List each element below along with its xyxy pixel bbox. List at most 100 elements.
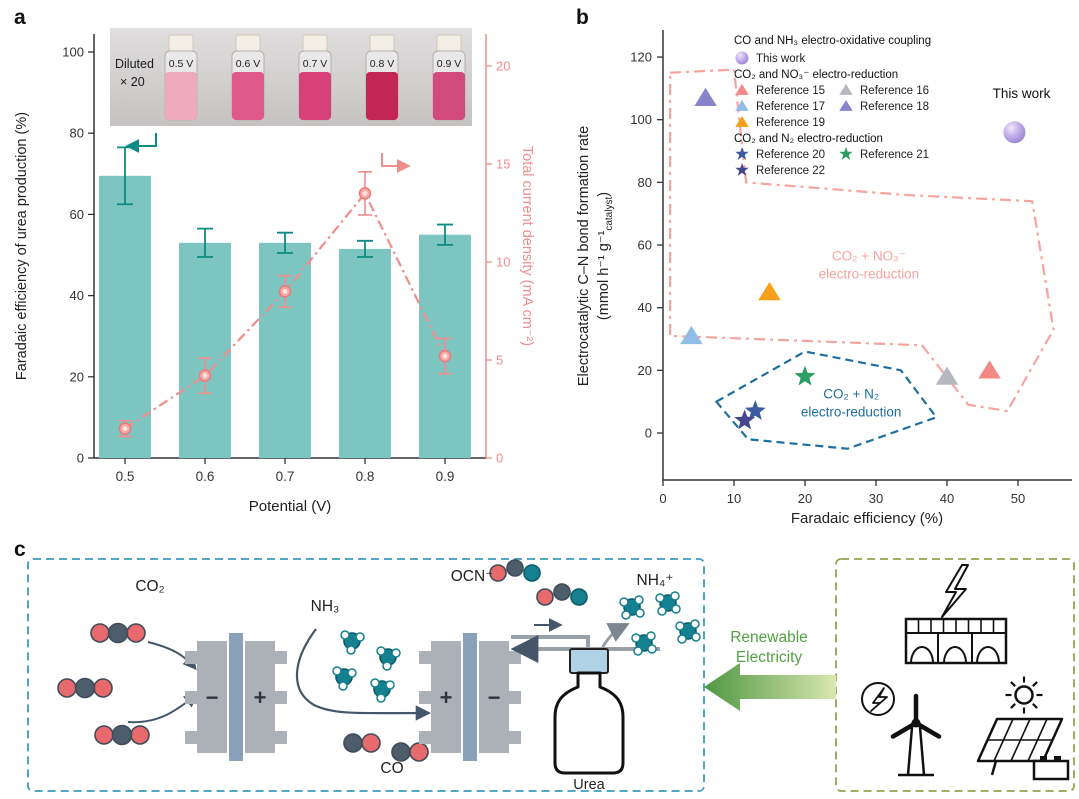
legend-marker-reference-22 xyxy=(735,163,749,176)
y-tick-label: 20 xyxy=(638,363,652,378)
y-tick-label: 80 xyxy=(638,175,652,190)
wind-turbine-icon xyxy=(890,693,942,777)
y-tick-label: 120 xyxy=(630,50,652,65)
renewable-label-line1: Renewable xyxy=(730,629,808,646)
fe-errorbar xyxy=(197,227,213,258)
vial-voltage-label: 0.9 V xyxy=(437,58,462,70)
x-axis-title: Potential (V) xyxy=(249,498,332,515)
fe-errorbar xyxy=(437,223,453,246)
co2-n2-region-label: electro-reduction xyxy=(801,405,902,420)
scatter-point-reference-16 xyxy=(935,366,959,385)
left-tick-label: 80 xyxy=(70,126,84,141)
legend-label: Reference 17 xyxy=(756,101,825,113)
vial-0.5V: 0.5 V xyxy=(164,34,198,121)
co2-no3-region-label: electro-reduction xyxy=(819,267,920,282)
left-tick-label: 0 xyxy=(77,451,84,466)
electrolyzer2-anode-sign: + xyxy=(440,685,453,710)
current-density-marker-core xyxy=(282,289,288,294)
left-tick-label: 40 xyxy=(70,288,84,303)
vial-voltage-label: 0.6 V xyxy=(236,58,261,70)
co-intermediate-label: CO xyxy=(380,760,403,777)
co2-no3-region-label: CO₂ + NO₃⁻ xyxy=(832,249,906,264)
scatter-point-reference-21 xyxy=(794,365,816,386)
scatter-point-reference-18 xyxy=(694,87,717,106)
current-density-marker-core xyxy=(202,373,208,379)
legend-marker-reference-19 xyxy=(735,116,749,127)
lightning-icon xyxy=(941,564,969,618)
legend-label: This work xyxy=(756,53,805,65)
x-tick-label: 30 xyxy=(869,491,883,506)
legend-marker-reference-18 xyxy=(839,100,853,111)
inset-caption: Diluted xyxy=(115,57,154,71)
vial-0.6V: 0.6 V xyxy=(231,34,265,121)
panel-c-diagram: CO₂ NH₃ CO OCN⁻ NH₄⁺ Urea − + + − Renewa… xyxy=(27,558,1075,793)
legend-marker-reference-16 xyxy=(839,84,853,95)
urea-bottle-label: Urea xyxy=(573,777,605,793)
x-tick-label: 0.5 xyxy=(116,469,135,484)
current-density-marker-core xyxy=(442,353,448,359)
renewable-label-line2: Electricity xyxy=(736,649,803,666)
current-density-marker-core xyxy=(122,426,128,431)
sun-icon xyxy=(1005,676,1043,714)
co2-no3-region xyxy=(668,68,1055,413)
battery-icon xyxy=(1032,756,1070,781)
right-axis-pointer-arrow xyxy=(381,153,411,173)
scatter-point-reference-15 xyxy=(978,360,1001,379)
left-tick-label: 20 xyxy=(70,369,84,384)
legend-label: Reference 20 xyxy=(756,149,825,161)
left-tick-label: 60 xyxy=(70,207,84,222)
y-tick-label: 100 xyxy=(630,112,652,127)
vial-0.9V: 0.9 V xyxy=(432,34,466,121)
left-axis-pointer-arrow xyxy=(125,133,157,153)
electrolyzer1-anode-sign: + xyxy=(254,685,267,710)
right-tick-label: 0 xyxy=(496,451,503,466)
scatter-point-reference-22 xyxy=(734,409,756,430)
x-axis-title: Faradaic efficiency (%) xyxy=(791,510,943,527)
x-tick-label: 20 xyxy=(798,491,812,506)
right-tick-label: 5 xyxy=(496,353,503,368)
co2-n2-region-label: CO₂ + N₂ xyxy=(823,387,879,402)
scatter-point-this-work xyxy=(1003,121,1026,144)
left-axis-title: Faradaic efficiency of urea production (… xyxy=(14,112,30,380)
legend-label: Reference 18 xyxy=(860,101,929,113)
legend-group1-title: CO and NH₃ electro-oxidative coupling xyxy=(734,35,931,47)
y-tick-label: 0 xyxy=(645,426,652,441)
bottle-cap xyxy=(569,648,609,674)
scatter-point-reference-19 xyxy=(758,282,781,301)
right-tick-label: 20 xyxy=(496,59,510,74)
x-tick-label: 0.9 xyxy=(436,469,455,484)
x-tick-label: 50 xyxy=(1011,491,1025,506)
fe-errorbar xyxy=(277,231,293,254)
right-tick-label: 10 xyxy=(496,255,510,270)
legend-label: Reference 16 xyxy=(860,85,929,97)
y-tick-label: 60 xyxy=(638,238,652,253)
this-work-annotation: This work xyxy=(993,86,1051,101)
electricity-circle-icon xyxy=(861,682,895,716)
legend-marker-reference-15 xyxy=(735,84,749,95)
scatter-point-reference-17 xyxy=(680,325,703,345)
right-axis-title: Total current density (mA cm⁻²) xyxy=(519,146,535,346)
vial-0.7V: 0.7 V xyxy=(298,34,332,121)
fe-bar-0.8V xyxy=(339,248,391,458)
y-axis-title: Electrocatalytic C–N bond formation rate xyxy=(576,126,592,386)
right-tick-label: 15 xyxy=(496,157,510,172)
fe-errorbar xyxy=(357,239,373,258)
legend-marker-this-work xyxy=(735,51,749,65)
urea-bottle xyxy=(553,671,625,775)
y-axis-units: (mmol h⁻¹ g⁻¹catalyst) xyxy=(596,192,615,320)
electrolyzer1-cathode-sign: − xyxy=(206,685,219,710)
x-tick-label: 0 xyxy=(659,491,666,506)
co2-feed-label: CO₂ xyxy=(135,578,164,595)
left-tick-label: 100 xyxy=(62,45,84,60)
legend-label: Reference 21 xyxy=(860,149,929,161)
ocn-product-label: OCN⁻ xyxy=(451,568,494,585)
x-tick-label: 0.6 xyxy=(196,469,215,484)
vial-photo-inset: Diluted × 20 0.5 V 0.6 V 0.7 V 0.8 V 0.9 V xyxy=(110,28,472,126)
legend-label: Reference 22 xyxy=(756,165,825,177)
co2-reduction-electrolyzer xyxy=(185,633,287,761)
nh3-co-feed-arrow xyxy=(295,628,432,721)
legend-group3-title: CO₂ and N₂ electro-reduction xyxy=(734,133,883,145)
legend-marker-reference-17 xyxy=(735,100,749,111)
x-tick-label: 0.7 xyxy=(276,469,295,484)
